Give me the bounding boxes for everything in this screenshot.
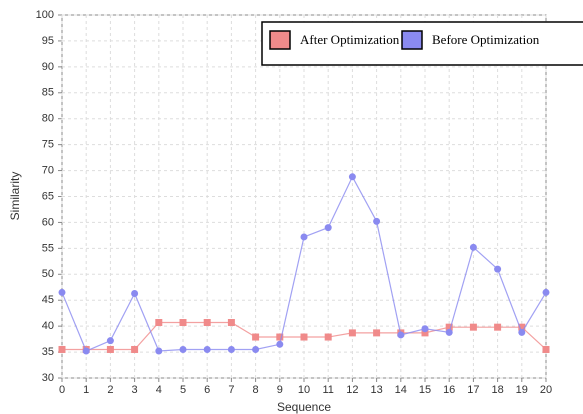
legend-swatch	[401, 30, 423, 50]
marker	[203, 319, 211, 327]
legend-swatch	[269, 30, 291, 50]
marker	[155, 347, 163, 355]
marker	[131, 345, 139, 353]
y-tick-label: 100	[36, 9, 54, 21]
x-tick-label: 15	[419, 384, 431, 396]
marker	[445, 328, 453, 336]
x-tick-label: 16	[443, 384, 455, 396]
marker	[518, 323, 526, 331]
marker	[300, 233, 308, 241]
x-tick-label: 14	[395, 384, 407, 396]
marker	[397, 331, 405, 339]
y-tick-label: 40	[42, 320, 54, 332]
marker	[179, 345, 187, 353]
marker	[300, 333, 308, 341]
marker	[58, 345, 66, 353]
marker	[494, 265, 502, 273]
marker	[494, 323, 502, 331]
x-tick-label: 3	[132, 384, 138, 396]
marker	[348, 173, 356, 181]
marker	[421, 329, 429, 337]
y-tick-label: 75	[42, 139, 54, 151]
marker	[445, 323, 453, 331]
marker	[469, 323, 477, 331]
x-tick-label: 19	[516, 384, 528, 396]
marker	[106, 345, 114, 353]
y-tick-label: 65	[42, 190, 54, 202]
x-tick-label: 8	[253, 384, 259, 396]
x-tick-label: 17	[467, 384, 479, 396]
marker	[106, 337, 114, 345]
marker	[131, 289, 139, 297]
marker	[276, 340, 284, 348]
x-tick-label: 11	[322, 384, 333, 396]
marker	[542, 288, 550, 296]
y-tick-label: 85	[42, 87, 54, 99]
x-tick-label: 18	[491, 384, 503, 396]
x-tick-label: 9	[277, 384, 283, 396]
x-tick-label: 0	[59, 384, 65, 396]
marker	[203, 345, 211, 353]
marker	[252, 333, 260, 341]
y-tick-label: 95	[42, 35, 54, 47]
marker	[227, 319, 235, 327]
y-tick-label: 80	[42, 113, 54, 125]
x-tick-label: 6	[204, 384, 210, 396]
y-tick-label: 50	[42, 268, 54, 280]
legend: After Optimization Before Optimization	[261, 21, 583, 66]
marker	[324, 224, 332, 232]
marker	[155, 319, 163, 327]
marker	[324, 333, 332, 341]
y-axis-label: Similarity	[8, 172, 22, 221]
x-tick-label: 2	[107, 384, 113, 396]
y-tick-label: 55	[42, 242, 54, 254]
y-tick-label: 35	[42, 346, 54, 358]
x-tick-label: 10	[298, 384, 310, 396]
x-tick-label: 1	[83, 384, 89, 396]
marker	[373, 217, 381, 225]
x-tick-label: 5	[180, 384, 186, 396]
marker	[276, 333, 284, 341]
legend-label: Before Optimization	[432, 32, 540, 47]
marker	[373, 329, 381, 337]
x-tick-label: 12	[346, 384, 358, 396]
marker	[252, 345, 260, 353]
y-tick-label: 45	[42, 294, 54, 306]
y-tick-label: 60	[42, 216, 54, 228]
marker	[227, 345, 235, 353]
x-axis-label: Sequence	[277, 400, 331, 414]
marker	[421, 325, 429, 333]
y-tick-label: 70	[42, 164, 54, 176]
legend-label: After Optimization	[300, 32, 400, 47]
y-tick-label: 30	[42, 372, 54, 384]
marker	[179, 319, 187, 327]
marker	[82, 347, 90, 355]
x-tick-label: 7	[228, 384, 234, 396]
marker	[518, 328, 526, 336]
marker	[348, 329, 356, 337]
marker	[469, 243, 477, 251]
x-tick-label: 4	[156, 384, 162, 396]
x-tick-label: 20	[540, 384, 552, 396]
y-tick-label: 90	[42, 61, 54, 73]
marker	[542, 345, 550, 353]
x-tick-label: 13	[370, 384, 382, 396]
marker	[58, 288, 66, 296]
